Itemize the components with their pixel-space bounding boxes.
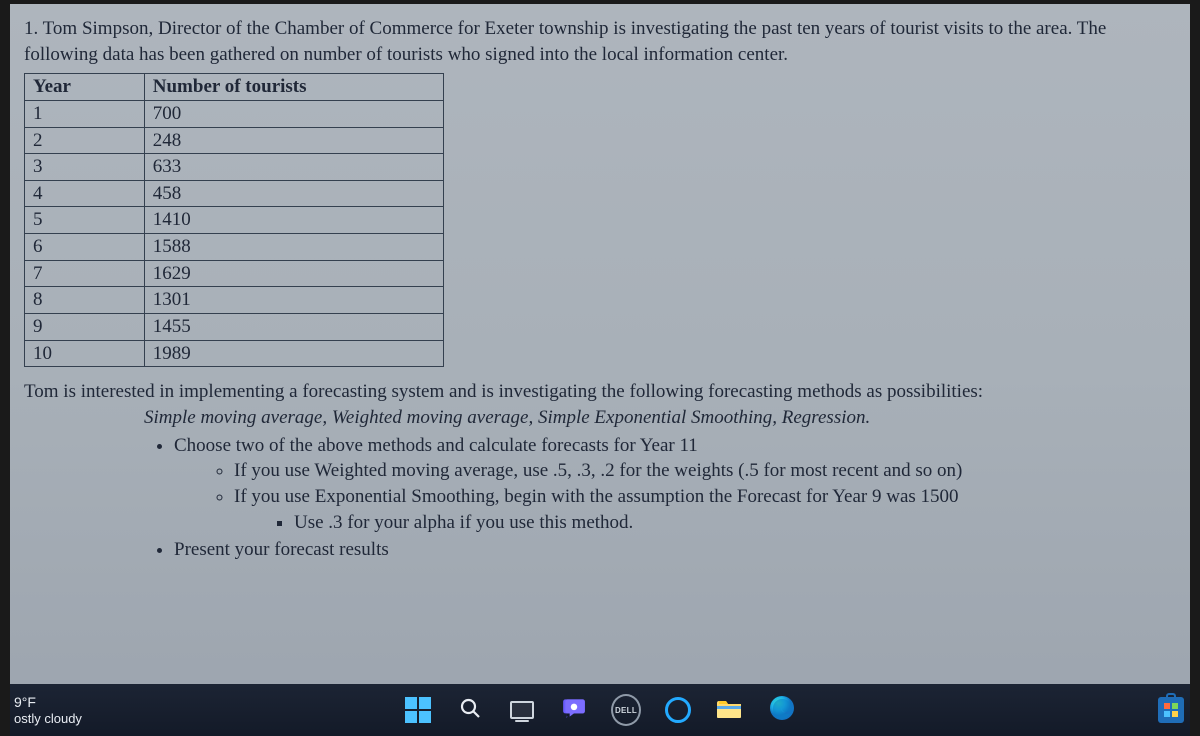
table-row: 1700: [25, 100, 444, 127]
table-row: 71629: [25, 260, 444, 287]
dell-icon: DELL: [611, 694, 641, 726]
methods-line: Simple moving average, Weighted moving a…: [144, 405, 1176, 431]
table-row: 101989: [25, 340, 444, 367]
microsoft-store-icon: [1158, 697, 1184, 723]
bullet-1: Choose two of the above methods and calc…: [174, 433, 1176, 536]
edge-icon: [769, 695, 795, 726]
cell-year: 3: [25, 154, 145, 181]
problem-paragraph-1: 1. Tom Simpson, Director of the Chamber …: [24, 16, 1176, 67]
start-button[interactable]: [403, 695, 433, 725]
taskbar: 9°F ostly cloudy DELL: [0, 684, 1200, 736]
cortana-icon: [665, 697, 691, 723]
windows-logo-icon: [405, 697, 431, 723]
tourist-table: Year Number of tourists 1700 2248 3633 4…: [24, 73, 444, 367]
bullet-1-text: Choose two of the above methods and calc…: [174, 435, 698, 456]
cell-year: 6: [25, 234, 145, 261]
cell-value: 1588: [144, 234, 443, 261]
table-row: 51410: [25, 207, 444, 234]
table-row: 2248: [25, 127, 444, 154]
dell-app-button[interactable]: DELL: [611, 695, 641, 725]
document-area: 1. Tom Simpson, Director of the Chamber …: [0, 0, 1200, 563]
subbullet-exp: If you use Exponential Smoothing, begin …: [234, 484, 1176, 535]
table-row: 61588: [25, 234, 444, 261]
search-icon: [458, 696, 482, 725]
store-button[interactable]: [1156, 695, 1186, 725]
search-button[interactable]: [455, 695, 485, 725]
task-view-button[interactable]: [507, 695, 537, 725]
subsub-alpha: Use .3 for your alpha if you use this me…: [294, 510, 1176, 536]
col-year: Year: [25, 74, 145, 101]
table-header-row: Year Number of tourists: [25, 74, 444, 101]
cell-year: 5: [25, 207, 145, 234]
cell-year: 4: [25, 180, 145, 207]
chat-button[interactable]: [559, 695, 589, 725]
table-row: 81301: [25, 287, 444, 314]
cell-year: 10: [25, 340, 145, 367]
edge-button[interactable]: [767, 695, 797, 725]
cell-year: 2: [25, 127, 145, 154]
weather-condition: ostly cloudy: [14, 711, 82, 727]
cell-year: 9: [25, 314, 145, 341]
bullet-2: Present your forecast results: [174, 537, 1176, 563]
cell-value: 1629: [144, 260, 443, 287]
cell-value: 248: [144, 127, 443, 154]
file-explorer-icon: [716, 694, 744, 727]
table-row: 4458: [25, 180, 444, 207]
cell-value: 1410: [144, 207, 443, 234]
task-view-icon: [510, 701, 534, 719]
cell-value: 1989: [144, 340, 443, 367]
file-explorer-button[interactable]: [715, 695, 745, 725]
problem-paragraph-2: Tom is interested in implementing a fore…: [24, 379, 1176, 405]
cell-value: 700: [144, 100, 443, 127]
subsublist: Use .3 for your alpha if you use this me…: [294, 510, 1176, 536]
weather-temp: 9°F: [14, 694, 82, 711]
cell-value: 1455: [144, 314, 443, 341]
cell-value: 458: [144, 180, 443, 207]
table-row: 3633: [25, 154, 444, 181]
cell-year: 8: [25, 287, 145, 314]
cell-value: 633: [144, 154, 443, 181]
bullet-list: Choose two of the above methods and calc…: [174, 433, 1176, 563]
taskbar-right: [1156, 695, 1186, 725]
cell-year: 1: [25, 100, 145, 127]
taskbar-center: DELL: [403, 695, 797, 725]
taskbar-weather[interactable]: 9°F ostly cloudy: [14, 694, 82, 726]
subbullet-exp-text: If you use Exponential Smoothing, begin …: [234, 486, 959, 507]
cortana-button[interactable]: [663, 695, 693, 725]
cell-value: 1301: [144, 287, 443, 314]
table-row: 91455: [25, 314, 444, 341]
subbullet-wma: If you use Weighted moving average, use …: [234, 458, 1176, 484]
col-tourists: Number of tourists: [144, 74, 443, 101]
cell-year: 7: [25, 260, 145, 287]
sublist: If you use Weighted moving average, use …: [234, 458, 1176, 535]
chat-icon: [561, 695, 587, 726]
